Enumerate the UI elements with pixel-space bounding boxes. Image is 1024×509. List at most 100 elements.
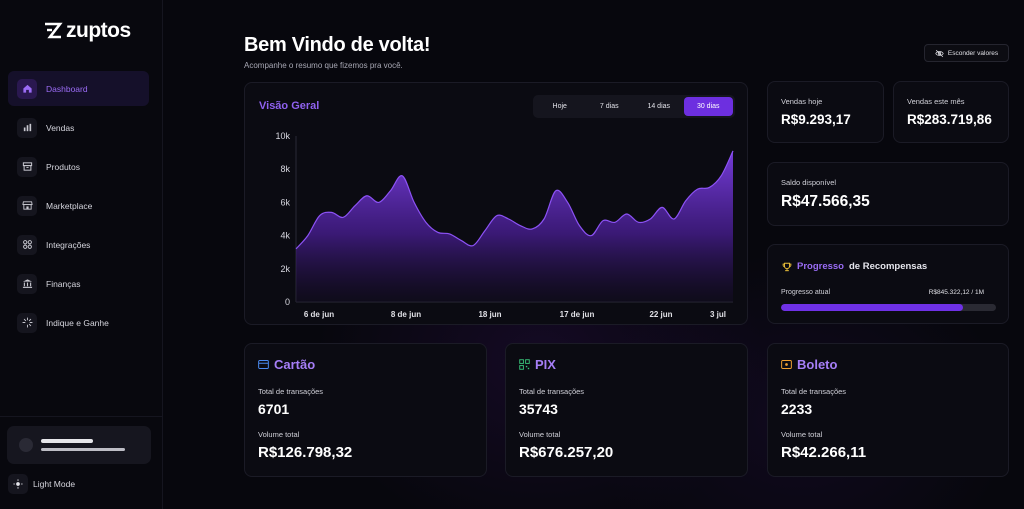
tab-hoje[interactable]: Hoje — [552, 103, 567, 110]
payment-name: PIX — [535, 357, 556, 372]
chart-y-tick-label: 4k — [280, 231, 290, 241]
overview-area-chart: 0 2k 4k 6k 8k 10k 6 de jun 8 de jun 18 jun 17 de… — [275, 131, 734, 319]
payment-card-pix: PIX Total de transações 35743 Volume tot… — [505, 343, 748, 477]
chart-y-tick-label: 2k — [280, 264, 290, 274]
stat-label: Saldo disponível — [781, 178, 837, 187]
chart-x-tick-label: 6 de jun — [304, 310, 334, 319]
sidebar-divider — [0, 416, 163, 417]
sidebar-item-produtos[interactable]: Produtos — [8, 149, 149, 184]
rewards-card: Progresso de Recompensas Progresso atual… — [767, 244, 1009, 324]
overview-card: Visão Geral Hoje 7 dias 14 dias 30 dias … — [244, 82, 748, 325]
user-profile-card[interactable] — [7, 426, 151, 464]
chart-x-tick-label: 17 de jun — [560, 310, 595, 319]
volume-label: Volume total — [258, 430, 300, 439]
sidebar-item-label: Produtos — [46, 161, 81, 172]
volume-label: Volume total — [781, 430, 823, 439]
rewards-title-part2: de Recompensas — [849, 261, 928, 272]
box-icon — [17, 156, 37, 177]
zuptos-logo-icon — [45, 22, 63, 39]
transactions-label: Total de transações — [519, 387, 585, 396]
chart-y-tick-label: 8k — [280, 164, 290, 174]
volume-value: R$676.257,20 — [519, 444, 614, 461]
light-mode-toggle[interactable]: Light Mode — [8, 474, 75, 494]
sidebar-item-integracoes[interactable]: Integrações — [8, 227, 149, 262]
ticket-icon — [781, 360, 792, 369]
sidebar-item-marketplace[interactable]: Marketplace — [8, 188, 149, 223]
payment-card-cartao: Cartão Total de transações 6701 Volume t… — [244, 343, 487, 477]
stat-value: R$283.719,86 — [907, 112, 992, 127]
stat-card-saldo: Saldo disponível R$47.566,35 — [767, 162, 1009, 226]
hide-values-label: Esconder valores — [947, 49, 999, 57]
credit-card-icon — [258, 360, 269, 369]
light-mode-label: Light Mode — [33, 479, 76, 489]
brand-name: zuptos — [66, 19, 131, 42]
rewards-progress-bar — [781, 304, 996, 311]
sidebar-item-vendas[interactable]: Vendas — [8, 110, 149, 145]
transactions-value: 35743 — [519, 401, 558, 417]
home-icon — [17, 78, 37, 99]
volume-value: R$126.798,32 — [258, 444, 353, 461]
sidebar-item-label: Dashboard — [46, 83, 88, 94]
period-tabs: Hoje 7 dias 14 dias 30 dias — [533, 95, 735, 118]
stat-value: R$47.566,35 — [781, 193, 870, 210]
sidebar-item-label: Vendas — [46, 122, 75, 133]
chart-y-tick-label: 10k — [275, 131, 290, 141]
tab-30-dias[interactable]: 30 dias — [683, 97, 733, 116]
transactions-value: 6701 — [258, 401, 290, 417]
transactions-label: Total de transações — [258, 387, 324, 396]
transactions-value: 2233 — [781, 401, 813, 417]
stat-card-vendas-mes: Vendas este mês R$283.719,86 — [893, 81, 1009, 143]
rewards-progress-fill — [781, 304, 963, 311]
sidebar-nav: Dashboard Vendas Produtos Marketplace In… — [8, 71, 149, 344]
rewards-title: Progresso de Recompensas — [782, 261, 927, 272]
avatar — [19, 438, 33, 452]
bank-icon — [17, 273, 37, 294]
store-icon — [17, 195, 37, 216]
hide-values-button[interactable]: Esconder valores — [924, 44, 1009, 62]
stat-label: Vendas este mês — [907, 97, 965, 106]
chart-x-tick-label: 3 jul — [710, 310, 726, 319]
page-title: Bem Vindo de volta! — [244, 34, 431, 56]
rewards-progress-value: R$845.322,12 / 1M — [928, 289, 984, 296]
chart-x-tick-label: 8 de jun — [391, 310, 421, 319]
tab-14-dias[interactable]: 14 dias — [647, 103, 671, 110]
tab-7-dias[interactable]: 7 dias — [599, 103, 619, 110]
sparkle-icon — [17, 312, 37, 333]
eye-off-icon — [935, 49, 944, 57]
chart-y-tick-label: 6k — [280, 197, 290, 207]
sidebar-item-label: Indique e Ganhe — [46, 317, 109, 328]
brand-logo[interactable]: zuptos — [43, 19, 131, 43]
trophy-icon — [782, 262, 792, 271]
stat-label: Vendas hoje — [781, 97, 823, 106]
profile-name-placeholder — [41, 439, 93, 443]
payment-name: Cartão — [274, 357, 316, 372]
grid-icon — [17, 234, 37, 255]
chart-area-fill — [296, 150, 733, 302]
payment-title: Cartão — [258, 357, 315, 372]
transactions-label: Total de transações — [781, 387, 847, 396]
payment-title: Boleto — [781, 357, 837, 372]
payment-name: Boleto — [797, 357, 838, 372]
payment-title: PIX — [519, 357, 556, 372]
profile-email-placeholder — [41, 448, 125, 451]
sidebar: zuptos Dashboard Vendas Produtos Marketp… — [0, 0, 163, 509]
chart-y-tick-label: 0 — [285, 297, 290, 307]
sidebar-item-dashboard[interactable]: Dashboard — [8, 71, 149, 106]
stat-value: R$9.293,17 — [781, 112, 851, 127]
sidebar-item-indique[interactable]: Indique e Ganhe — [8, 305, 149, 340]
qr-code-icon — [519, 359, 530, 370]
rewards-progress-label: Progresso atual — [781, 289, 831, 296]
sidebar-item-label: Finanças — [46, 278, 81, 289]
page-subtitle: Acompanhe o resumo que fizemos pra você. — [244, 61, 403, 70]
payment-card-boleto: Boleto Total de transações 2233 Volume t… — [767, 343, 1009, 477]
stat-card-vendas-hoje: Vendas hoje R$9.293,17 — [767, 81, 884, 143]
sidebar-item-label: Marketplace — [46, 200, 93, 211]
volume-value: R$42.266,11 — [781, 444, 867, 461]
volume-label: Volume total — [519, 430, 561, 439]
chart-x-tick-label: 22 jun — [649, 310, 672, 319]
sidebar-item-label: Integrações — [46, 239, 91, 250]
chart-series-line — [295, 150, 734, 250]
sidebar-item-financas[interactable]: Finanças — [8, 266, 149, 301]
rewards-title-part1: Progresso — [797, 261, 844, 272]
bar-chart-icon — [17, 117, 37, 138]
